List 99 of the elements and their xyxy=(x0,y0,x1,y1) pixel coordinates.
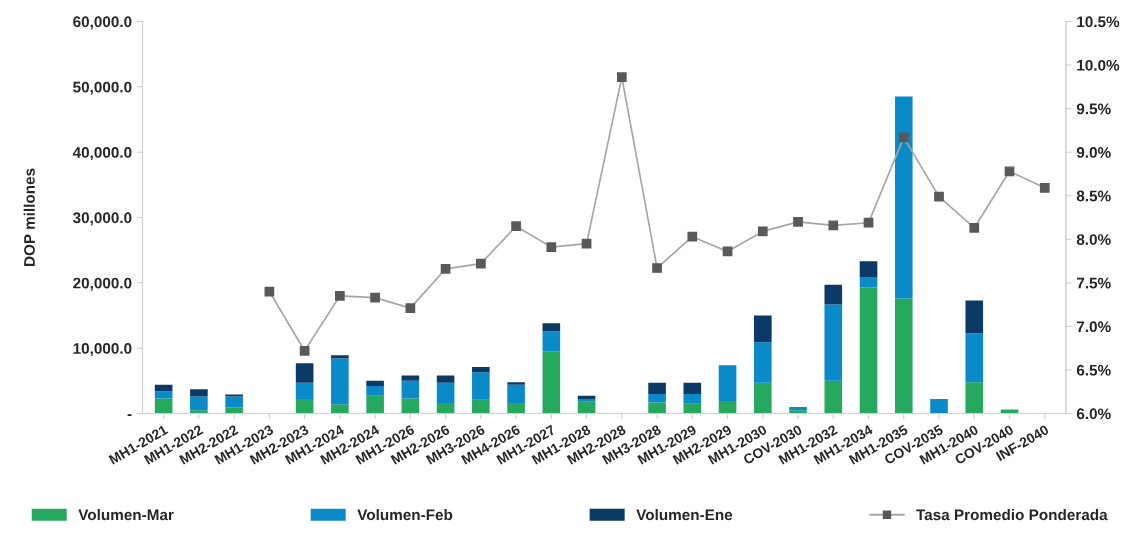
bar xyxy=(366,380,384,387)
point xyxy=(370,292,380,303)
bar xyxy=(436,375,455,383)
bar xyxy=(401,375,420,381)
bar xyxy=(859,276,878,288)
bar xyxy=(894,96,913,299)
point xyxy=(475,258,486,269)
bar xyxy=(507,403,525,414)
bar xyxy=(154,398,173,414)
bar xyxy=(507,382,525,385)
bar xyxy=(789,410,807,414)
bar xyxy=(366,395,384,414)
y-tick-label: 40,000.0 xyxy=(72,147,132,161)
point xyxy=(1004,166,1015,177)
bar xyxy=(789,406,807,411)
bar xyxy=(331,404,349,414)
y-tick-label: 30,000.0 xyxy=(72,212,132,226)
y2-tick-label: 6.5% xyxy=(1076,364,1111,376)
bar xyxy=(507,384,525,404)
bar xyxy=(930,399,948,414)
bar xyxy=(295,382,314,400)
y2-tick-label: 9.5% xyxy=(1076,103,1111,115)
bar xyxy=(295,363,314,383)
bar xyxy=(683,393,702,404)
point xyxy=(405,303,416,313)
bar xyxy=(366,386,384,396)
bar xyxy=(683,403,702,414)
y2-tick-label: 6.0% xyxy=(1076,408,1111,420)
bar xyxy=(190,389,208,397)
point xyxy=(969,223,980,233)
bar xyxy=(648,382,666,394)
point xyxy=(546,242,557,252)
point xyxy=(687,231,698,242)
bar xyxy=(718,365,737,402)
y2-tick-label: 8.5% xyxy=(1076,190,1111,202)
bar xyxy=(718,401,737,414)
bar xyxy=(648,393,666,403)
y-tick-label: 60,000.0 xyxy=(73,16,132,30)
y-axis-title: DOP millones xyxy=(23,168,35,266)
point xyxy=(828,220,839,231)
bar xyxy=(331,355,349,359)
bar xyxy=(331,358,349,405)
y2-tick-label: 10.5% xyxy=(1077,16,1120,28)
bar xyxy=(401,398,420,414)
bar xyxy=(542,323,561,332)
y2-tick-label: 7.5% xyxy=(1076,277,1111,289)
bar xyxy=(225,396,243,408)
point xyxy=(652,263,662,273)
bar xyxy=(824,380,843,414)
bar xyxy=(965,382,984,414)
point xyxy=(757,226,768,237)
point xyxy=(793,216,803,227)
y-tick-label: 10,000.0 xyxy=(73,343,132,357)
bar xyxy=(965,300,984,334)
bar xyxy=(542,351,561,414)
bar xyxy=(472,399,490,414)
y-tick-label: - xyxy=(127,414,132,416)
legend-label: Tasa Promedio Ponderada xyxy=(916,509,1108,521)
legend-label: Volumen-Feb xyxy=(357,509,453,521)
y2-tick-label: 9.0% xyxy=(1076,147,1111,158)
bar xyxy=(859,287,878,414)
point xyxy=(1039,183,1050,193)
bar xyxy=(683,382,702,394)
point xyxy=(616,72,627,83)
bar xyxy=(436,382,455,404)
point xyxy=(335,291,345,301)
point xyxy=(299,345,310,356)
point xyxy=(934,191,944,202)
bar xyxy=(190,396,208,411)
point xyxy=(511,221,521,232)
bar xyxy=(894,298,913,414)
bar xyxy=(472,372,490,400)
bar xyxy=(824,304,843,381)
bar xyxy=(753,382,772,414)
y2-tick-label: 10.0% xyxy=(1077,59,1120,71)
bar xyxy=(648,402,666,414)
point xyxy=(863,217,874,228)
bar xyxy=(859,261,878,277)
y2-tick-label: 7.0% xyxy=(1076,321,1111,333)
bar xyxy=(401,380,420,399)
bar xyxy=(965,333,984,383)
bar xyxy=(542,331,561,352)
point xyxy=(440,264,451,274)
bar xyxy=(577,399,596,402)
bar xyxy=(577,401,596,414)
y-tick-label: 50,000.0 xyxy=(73,81,132,95)
point xyxy=(898,132,909,143)
bar xyxy=(190,410,208,414)
legend-label: Volumen-Ene xyxy=(636,509,733,521)
bar xyxy=(472,367,490,373)
bar xyxy=(154,391,173,399)
bar xyxy=(824,284,843,305)
y-tick-label: 20,000.0 xyxy=(73,277,132,291)
legend-label: Volumen-Mar xyxy=(78,509,174,521)
bar xyxy=(295,399,314,414)
bar xyxy=(753,315,772,343)
bar xyxy=(436,403,455,414)
y2-tick-label: 8.0% xyxy=(1076,234,1111,245)
bar xyxy=(753,342,772,383)
